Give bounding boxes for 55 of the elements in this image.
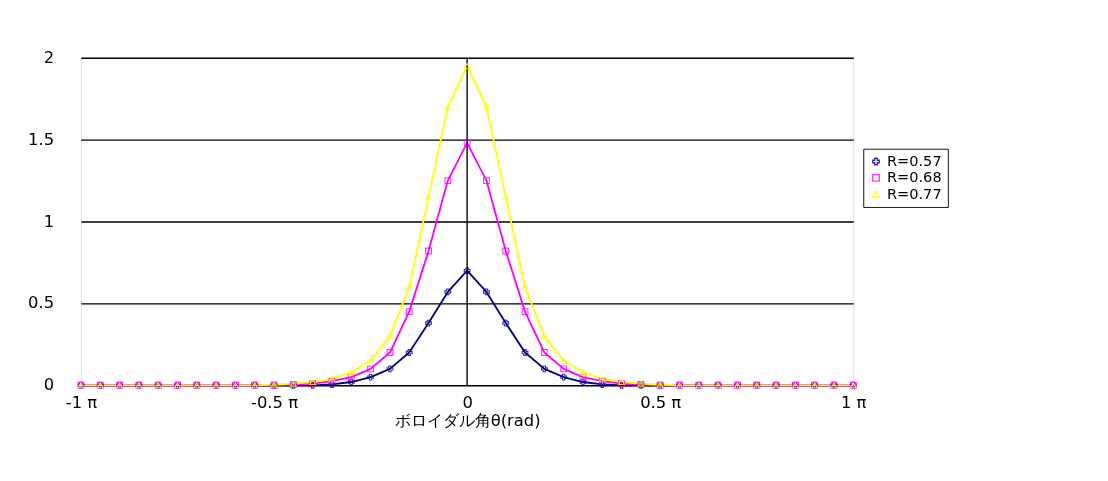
point: [502, 247, 510, 255]
point: [560, 373, 568, 381]
point: [405, 349, 413, 356]
point: [521, 284, 529, 291]
point: [540, 333, 548, 340]
point: [367, 365, 375, 373]
x-axis-title: ボロイダル角θ(rad): [394, 410, 541, 430]
point: [444, 103, 452, 110]
point: [367, 357, 375, 364]
point: [347, 378, 355, 386]
point: [405, 308, 413, 316]
point: [367, 373, 375, 381]
point: [386, 333, 394, 340]
y-tick-label: 0.5: [28, 293, 55, 313]
x-tick-label: 0: [462, 392, 473, 412]
point: [579, 373, 587, 381]
point: [347, 369, 355, 376]
point: [483, 103, 490, 110]
y-tick-label: 2: [43, 47, 55, 67]
point: [502, 319, 510, 327]
point: [444, 288, 452, 296]
point: [463, 139, 471, 147]
point: [521, 349, 529, 356]
point: [444, 177, 452, 185]
point: [540, 349, 548, 356]
point: [425, 193, 432, 201]
point: [560, 357, 568, 364]
legend-label: R=0.68: [886, 168, 942, 186]
point: [521, 308, 529, 316]
point: [405, 284, 413, 291]
point: [463, 62, 471, 70]
point: [328, 381, 336, 388]
x-tick-label: -0.5 π: [251, 392, 299, 412]
x-tick-label: 0.5 π: [640, 392, 682, 412]
legend-label: R=0.77: [886, 184, 942, 202]
point: [386, 349, 394, 356]
point: [483, 177, 490, 185]
y-tick-label: 1.5: [28, 129, 55, 149]
point: [502, 193, 510, 201]
point: [386, 365, 394, 373]
y-tick-label: 1: [43, 211, 55, 231]
point: [579, 378, 587, 386]
x-tick-label: 1 π: [841, 392, 867, 412]
legend-label: R=0.57: [886, 152, 942, 170]
point: [425, 319, 432, 327]
point: [540, 365, 548, 373]
y-tick-label: 0: [43, 375, 55, 395]
point: [347, 373, 355, 381]
point: [425, 247, 432, 255]
x-tick-label: -1 π: [65, 392, 98, 412]
point: [463, 267, 471, 275]
point: [560, 365, 568, 373]
point: [483, 288, 490, 296]
point: [598, 381, 606, 388]
point: [579, 369, 587, 376]
